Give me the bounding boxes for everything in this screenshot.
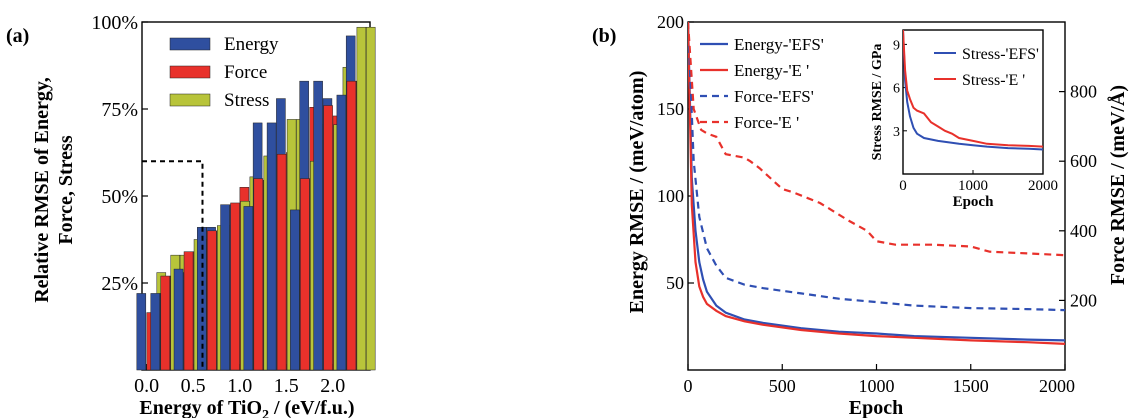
panel-a-xtick-label: 0.0	[134, 375, 159, 397]
panel-a-ytick-label: 50%	[101, 186, 138, 208]
panel-b-ylabel: Energy RMSE / (meV/atom)	[626, 71, 648, 314]
inset-xtick-label: 1000	[958, 178, 988, 194]
panel-b-ytick-label: 100	[657, 186, 684, 206]
legend-label-1: Energy-'E '	[734, 61, 809, 80]
bar-force	[183, 251, 194, 371]
panel-b-label: (b)	[592, 25, 616, 47]
panel-b-xtick-label: 0	[684, 376, 693, 396]
bar-energy	[173, 268, 184, 371]
legend-swatch-force	[169, 65, 211, 79]
panel-b-ytick-right-label: 600	[1070, 151, 1097, 171]
bar-force	[276, 153, 287, 371]
inset-xlabel: Epoch	[953, 194, 995, 210]
bar-force	[230, 202, 240, 371]
bar-energy	[313, 80, 323, 371]
panel-a-xtick-label: 1.0	[227, 375, 252, 397]
panel-a-ytick-label: 100%	[91, 12, 138, 34]
panel-b-xtick-label: 1500	[953, 376, 989, 396]
legend-label-2: Force-'EFS'	[734, 87, 814, 106]
inset-line-stress-efs-	[903, 30, 1043, 151]
legend-label-0: Energy-'EFS'	[734, 35, 824, 54]
panel-b-ytick-right-label: 200	[1070, 290, 1097, 310]
bar-stress	[365, 26, 376, 371]
panel-a-ytick-label: 25%	[101, 273, 138, 295]
series-line-force-efs-	[688, 22, 1065, 312]
panel-a-xlabel-tail: / (eV/f.u.)	[269, 397, 355, 418]
series-line-energy-efs-	[688, 22, 1065, 342]
bar-energy	[136, 293, 147, 371]
panel-a-xlabel: Energy of TiO2 / (eV/f.u.)	[139, 397, 354, 418]
panel-b-xtick-label: 500	[769, 376, 796, 396]
bar-energy	[266, 122, 277, 371]
inset-xtick-label: 2000	[1028, 178, 1058, 194]
panel-b-xlabel: Epoch	[849, 397, 903, 418]
panel-b-ytick-label: 50	[666, 273, 684, 293]
inset-legend-label-1: Stress-'E '	[962, 72, 1025, 89]
bar-stress	[356, 26, 367, 371]
legend-label-energy: Energy	[224, 34, 279, 55]
inset-ytick-label: 3	[893, 125, 900, 140]
legend-swatch-stress	[169, 93, 211, 107]
panel-b-plot: 50 100 150 200 200 400 600 800 0 500 1000 1500 2000 E…	[657, 12, 1097, 396]
bar-energy	[150, 293, 161, 371]
panel-a-xlabel-main: Energy of TiO	[139, 397, 262, 418]
bar-force	[253, 178, 264, 371]
inset-ylabel: Stress RMSE / GPa	[870, 44, 885, 161]
bar-energy	[220, 204, 230, 371]
panel-a-xtick-label: 2.0	[320, 375, 345, 397]
panel-b-ytick-right-label: 800	[1070, 82, 1097, 102]
panel-b-xtick-label: 1000	[859, 376, 895, 396]
panel-b-ylabel-right: Force RMSE / (meV/Å)	[1106, 85, 1129, 285]
panel-a-ylabel-line1: Relative RMSE of Energy,	[31, 77, 53, 303]
inset-xtick-label: 0	[899, 178, 907, 194]
inset-line-stress-e-	[903, 30, 1043, 148]
panel-a-xlabel-sub: 2	[262, 408, 269, 418]
series-line-force-e-	[688, 22, 1065, 257]
legend-label-stress: Stress	[224, 90, 269, 111]
bar-energy	[290, 209, 300, 371]
panel-a-xtick-label: 0.5	[181, 375, 206, 397]
panel-a-label: (a)	[6, 25, 29, 47]
legend-label-force: Force	[224, 62, 267, 83]
panel-b-ytick-label: 200	[657, 12, 684, 32]
panel-a-ylabel-line2: Force, Stress	[55, 135, 77, 244]
legend-swatch-energy	[169, 37, 211, 51]
panel-b-ytick-label: 150	[657, 99, 684, 119]
panel-a-dashed-box	[142, 160, 204, 370]
bar-force	[346, 80, 357, 371]
legend-label-3: Force-'E '	[734, 113, 799, 132]
panel-b-ytick-right-label: 400	[1070, 221, 1097, 241]
bar-force	[300, 178, 310, 371]
bar-energy	[336, 94, 347, 371]
inset-ytick-label: 6	[893, 82, 900, 97]
inset-curves	[903, 30, 1043, 151]
bar-force	[323, 105, 333, 371]
panel-b-curves	[688, 22, 1065, 345]
panel-a-plot: 25% 50% 75% 100% 0.0 0.5 1.0 1.5 2.0 Energy Force S…	[91, 12, 376, 397]
bar-force	[207, 230, 217, 371]
series-line-energy-e-	[688, 22, 1065, 345]
inset-ytick-label: 9	[893, 38, 900, 53]
panel-a-xtick-label: 1.5	[274, 375, 299, 397]
bar-energy	[243, 206, 254, 371]
bar-force	[160, 275, 171, 371]
inset-legend-label-0: Stress-'EFS'	[962, 46, 1039, 63]
panel-a-ytick-label: 75%	[101, 99, 138, 121]
inset-frame	[902, 29, 1044, 175]
panel-b-xtick-label: 2000	[1039, 376, 1075, 396]
